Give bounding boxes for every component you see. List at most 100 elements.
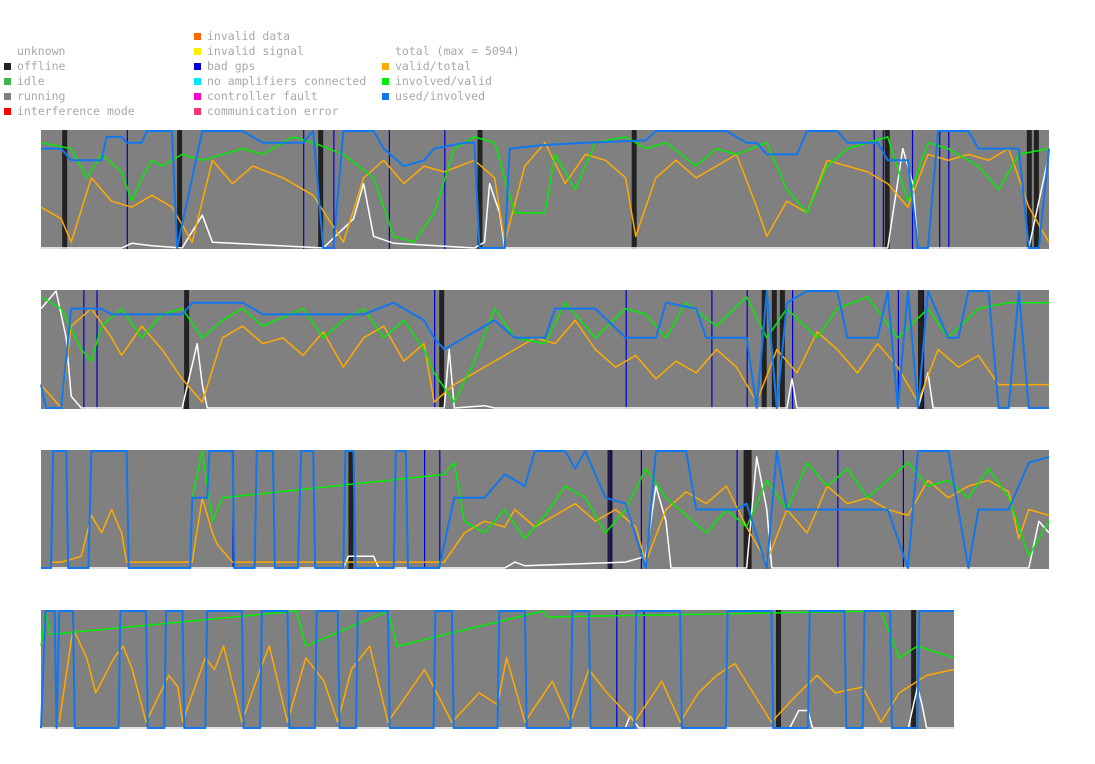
involved-valid-line — [40, 136, 1050, 243]
bad-gps-line — [873, 130, 875, 249]
legend-item-valid-total: valid/total — [382, 59, 520, 74]
legend-item-interference-mode: interference mode — [4, 104, 135, 119]
offline-band — [348, 450, 354, 569]
bad-gps-line — [96, 290, 98, 409]
offline-band — [62, 130, 68, 249]
valid-total-line — [58, 627, 955, 723]
legend-swatch — [382, 93, 389, 100]
legend-swatch — [4, 63, 11, 70]
legend-item-used-involved: used/involved — [382, 89, 520, 104]
legend-swatch — [4, 108, 11, 115]
bad-gps-line — [616, 610, 618, 729]
bad-gps-line — [83, 290, 85, 409]
bad-gps-line — [792, 290, 794, 409]
legend-label: controller fault — [207, 89, 318, 103]
legend-swatch — [194, 48, 201, 55]
offline-band — [911, 610, 917, 729]
total-line — [41, 456, 1050, 569]
legend-label: offline — [17, 59, 66, 73]
used-involved-line — [40, 610, 954, 729]
legend-swatch — [194, 63, 201, 70]
strip-1 — [40, 130, 1050, 249]
involved-valid-line — [191, 450, 1050, 558]
offline-band — [776, 610, 781, 729]
used-involved-line — [41, 450, 1050, 569]
bad-gps-line — [434, 290, 436, 409]
legend-item-controller-fault: controller fault — [194, 89, 366, 104]
offline-band — [631, 130, 637, 249]
legend-label: invalid data — [207, 29, 291, 43]
used-involved-line — [41, 130, 1050, 249]
legend-label: idle — [17, 74, 45, 88]
offline-band — [1026, 130, 1032, 249]
bad-gps-line — [643, 610, 645, 729]
bad-gps-line — [897, 290, 899, 409]
error-legend: invalid data invalid signal bad gps no a… — [194, 29, 366, 119]
legend-item-invalid-data: invalid data — [194, 29, 366, 44]
legend-swatch — [382, 63, 389, 70]
bad-gps-line — [882, 130, 884, 249]
legend-item-invalid-signal: invalid signal — [194, 44, 366, 59]
legend-label: communication error — [207, 104, 339, 118]
metrics-legend: total (max = 5094) valid/total involved/… — [382, 44, 520, 104]
legend-label: no amplifiers connected — [207, 74, 367, 88]
legend-label: used/involved — [395, 89, 486, 103]
bad-gps-line — [640, 450, 642, 569]
valid-total-line — [40, 307, 1049, 409]
offline-band — [884, 130, 890, 249]
bad-gps-line — [610, 450, 612, 569]
offline-band — [918, 290, 923, 409]
legend-label: valid/total — [395, 59, 472, 73]
running-background — [41, 290, 1049, 409]
offline-band — [184, 290, 190, 409]
legend-item-communication-error: communication error — [194, 104, 366, 119]
legend-label: interference mode — [17, 104, 135, 118]
involved-valid-line — [40, 610, 955, 659]
legend-item-no-amplifiers: no amplifiers connected — [194, 74, 366, 89]
bad-gps-line — [388, 130, 390, 249]
offline-band — [743, 450, 749, 569]
legend-item-offline: offline — [4, 59, 135, 74]
bad-gps-line — [625, 290, 627, 409]
legend-label: total (max = 5094) — [395, 44, 520, 58]
offline-band — [771, 290, 777, 409]
legend-swatch — [194, 78, 201, 85]
bad-gps-line — [939, 130, 941, 249]
offline-band — [761, 290, 767, 409]
legend-item-involved-valid: involved/valid — [382, 74, 520, 89]
status-legend: unknown offline idle running interferenc… — [4, 44, 135, 119]
legend-label: unknown — [17, 44, 66, 58]
offline-band — [318, 130, 324, 249]
bad-gps-line — [711, 290, 713, 409]
legend-label: bad gps — [207, 59, 256, 73]
legend-label: involved/valid — [395, 74, 492, 88]
legend-item-unknown: unknown — [4, 44, 135, 59]
involved-valid-line — [40, 296, 1049, 403]
strip-2 — [40, 290, 1049, 409]
legend-total-title: total (max = 5094) — [382, 44, 520, 59]
valid-total-line — [51, 479, 1050, 563]
valid-total-line — [40, 141, 1050, 243]
strip-3 — [41, 450, 1050, 569]
legend-swatch — [194, 108, 201, 115]
offline-band — [439, 290, 445, 409]
offline-band — [1033, 130, 1039, 249]
bad-gps-line — [444, 130, 446, 249]
legend-swatch — [194, 93, 201, 100]
legend-swatch — [382, 78, 389, 85]
used-involved-line — [40, 290, 1049, 409]
total-line — [40, 290, 1049, 409]
offline-band — [477, 130, 483, 249]
bad-gps-line — [439, 450, 441, 569]
legend-item-idle: idle — [4, 74, 135, 89]
legend-swatch — [4, 93, 11, 100]
strip-4 — [40, 610, 955, 729]
offline-band — [607, 450, 613, 569]
legend-label: invalid signal — [207, 44, 304, 58]
legend-label: running — [17, 89, 66, 103]
legend-item-running: running — [4, 89, 135, 104]
bad-gps-line — [333, 130, 335, 249]
offline-band — [177, 130, 183, 249]
bad-gps-line — [746, 290, 748, 409]
